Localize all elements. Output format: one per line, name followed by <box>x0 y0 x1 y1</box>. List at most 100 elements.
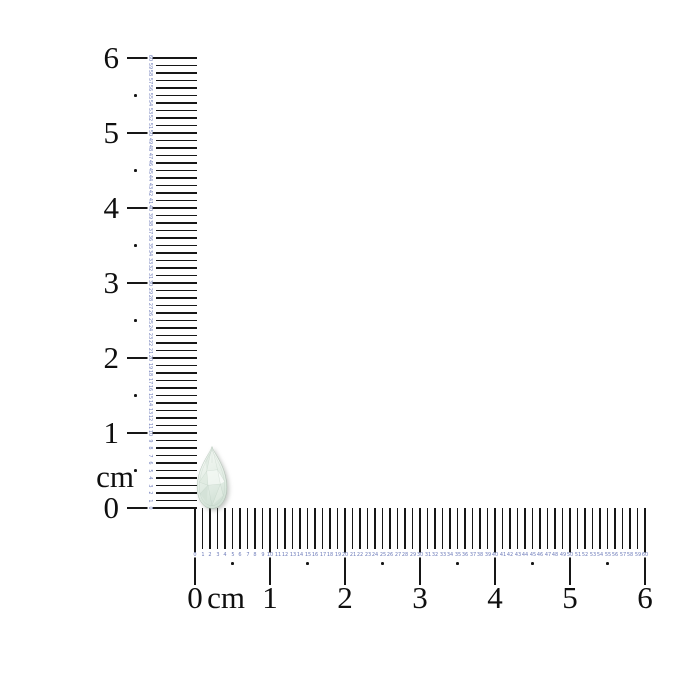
mm-tick <box>156 417 197 419</box>
mm-tick <box>374 508 376 549</box>
mm-number: 59 <box>633 551 642 558</box>
mm-number: 0 <box>192 551 198 558</box>
cm-label: 3 <box>103 265 120 300</box>
mm-number: 5 <box>230 551 235 558</box>
cm-label: 6 <box>637 580 653 615</box>
mm-tick <box>156 72 197 74</box>
mm-tick <box>456 508 459 549</box>
mm-number: 58 <box>147 69 154 77</box>
mm-number: 8 <box>147 445 154 451</box>
mm-tick <box>156 117 197 119</box>
mm-number: 25 <box>147 316 154 325</box>
cm-tick <box>127 132 197 134</box>
mm-tick <box>411 508 414 549</box>
mm-number: 39 <box>147 211 154 220</box>
mm-tick <box>516 508 519 549</box>
mm-tick <box>156 312 197 314</box>
mm-number: 57 <box>147 76 154 85</box>
cm-tick <box>127 57 197 59</box>
mm-tick <box>156 64 197 67</box>
mm-number: 7 <box>147 453 154 458</box>
mm-number: 40 <box>491 551 499 558</box>
mm-tick <box>156 469 197 472</box>
cm-label: 2 <box>337 580 353 615</box>
cm-label: 1 <box>103 415 120 450</box>
mm-number: 53 <box>588 551 597 558</box>
mm-number: 19 <box>147 361 154 370</box>
mm-tick <box>216 508 219 549</box>
mm-number: 47 <box>543 551 552 558</box>
cm-label: 5 <box>562 580 578 615</box>
mm-number: 40 <box>147 204 154 212</box>
mm-tick <box>156 424 197 427</box>
mm-number: 12 <box>147 414 154 422</box>
mm-tick <box>584 508 586 549</box>
mm-number: 11 <box>273 551 282 558</box>
half-cm-dot <box>134 319 137 322</box>
mm-tick <box>156 199 197 202</box>
mm-number: 18 <box>147 369 154 377</box>
mm-tick <box>156 492 197 494</box>
mm-tick <box>156 109 197 112</box>
mm-number: 30 <box>416 551 424 558</box>
mm-tick <box>156 289 197 292</box>
mm-number: 20 <box>341 551 349 558</box>
mm-number: 29 <box>408 551 417 558</box>
mm-tick <box>291 508 294 549</box>
mm-number: 28 <box>147 294 154 302</box>
mm-number: 18 <box>326 551 334 558</box>
mm-tick <box>156 102 197 104</box>
mm-tick <box>389 508 391 549</box>
mm-tick <box>156 177 197 179</box>
mm-number: 42 <box>147 189 154 197</box>
mm-tick <box>156 154 197 157</box>
mm-number: 45 <box>147 166 154 175</box>
mm-tick <box>156 94 197 97</box>
cm-label: 0 <box>103 490 120 525</box>
mm-tick <box>576 508 579 549</box>
mm-number: 50 <box>147 129 154 137</box>
mm-tick <box>156 409 197 412</box>
mm-number: 5 <box>147 468 154 473</box>
mm-tick <box>156 387 197 389</box>
mm-tick <box>471 508 474 549</box>
mm-tick <box>509 508 511 549</box>
half-cm-dot <box>606 562 609 565</box>
cm-tick <box>127 432 197 434</box>
mm-tick <box>156 162 197 164</box>
mm-tick <box>156 342 197 344</box>
mm-tick <box>156 402 197 404</box>
mm-tick <box>486 508 489 549</box>
mm-number: 21 <box>348 551 357 558</box>
half-cm-dot <box>231 562 234 565</box>
mm-number: 26 <box>386 551 394 558</box>
mm-number: 23 <box>363 551 372 558</box>
mm-tick <box>351 508 354 549</box>
mm-number: 60 <box>147 54 154 62</box>
mm-tick <box>381 508 384 549</box>
mm-number: 48 <box>551 551 559 558</box>
mm-number: 6 <box>237 551 243 558</box>
mm-tick <box>531 508 534 549</box>
mm-number: 12 <box>281 551 289 558</box>
mm-tick <box>636 508 639 549</box>
cm-label: 6 <box>103 40 120 75</box>
mm-tick <box>284 508 286 549</box>
mm-tick <box>201 508 204 549</box>
mm-number: 27 <box>147 301 154 310</box>
gem-facets <box>199 446 225 506</box>
mm-number: 14 <box>147 399 154 407</box>
mm-number: 38 <box>147 219 154 227</box>
mm-number: 39 <box>483 551 492 558</box>
half-cm-dot <box>134 469 137 472</box>
vertical-ruler-unit-label: cm <box>96 459 134 494</box>
cm-tick <box>344 508 346 585</box>
mm-tick <box>231 508 234 549</box>
mm-tick <box>336 508 339 549</box>
mm-tick <box>156 87 197 89</box>
mm-number: 32 <box>431 551 439 558</box>
mm-tick <box>359 508 361 549</box>
mm-tick <box>156 439 197 442</box>
mm-tick <box>306 508 309 549</box>
